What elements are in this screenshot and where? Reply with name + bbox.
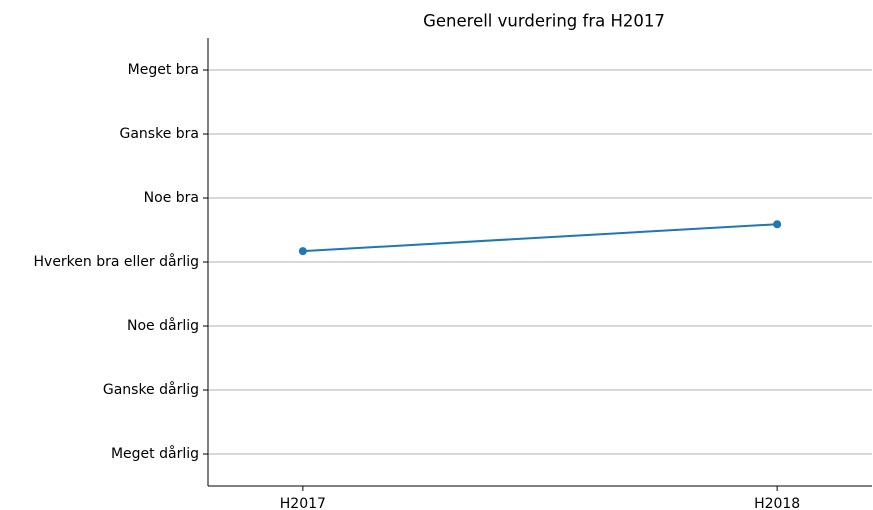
x-tick-label: H2018 [754, 496, 800, 510]
point [298, 247, 307, 256]
y-tick-label: Ganske bra [120, 126, 200, 142]
y-tick-label: Noe bra [144, 190, 199, 206]
y-tick-label: Hverken bra eller dårlig [34, 253, 200, 270]
y-tick-label: Meget bra [128, 62, 199, 78]
y-tick-label: Meget dårlig [111, 445, 199, 462]
point [773, 220, 782, 229]
y-tick-label: Noe dårlig [127, 317, 199, 334]
x-tick-label: H2017 [280, 496, 326, 510]
line [302, 223, 778, 253]
y-tick-label: Ganske dårlig [103, 381, 199, 398]
chart-title: Generell vurdering fra H2017 [423, 12, 665, 31]
